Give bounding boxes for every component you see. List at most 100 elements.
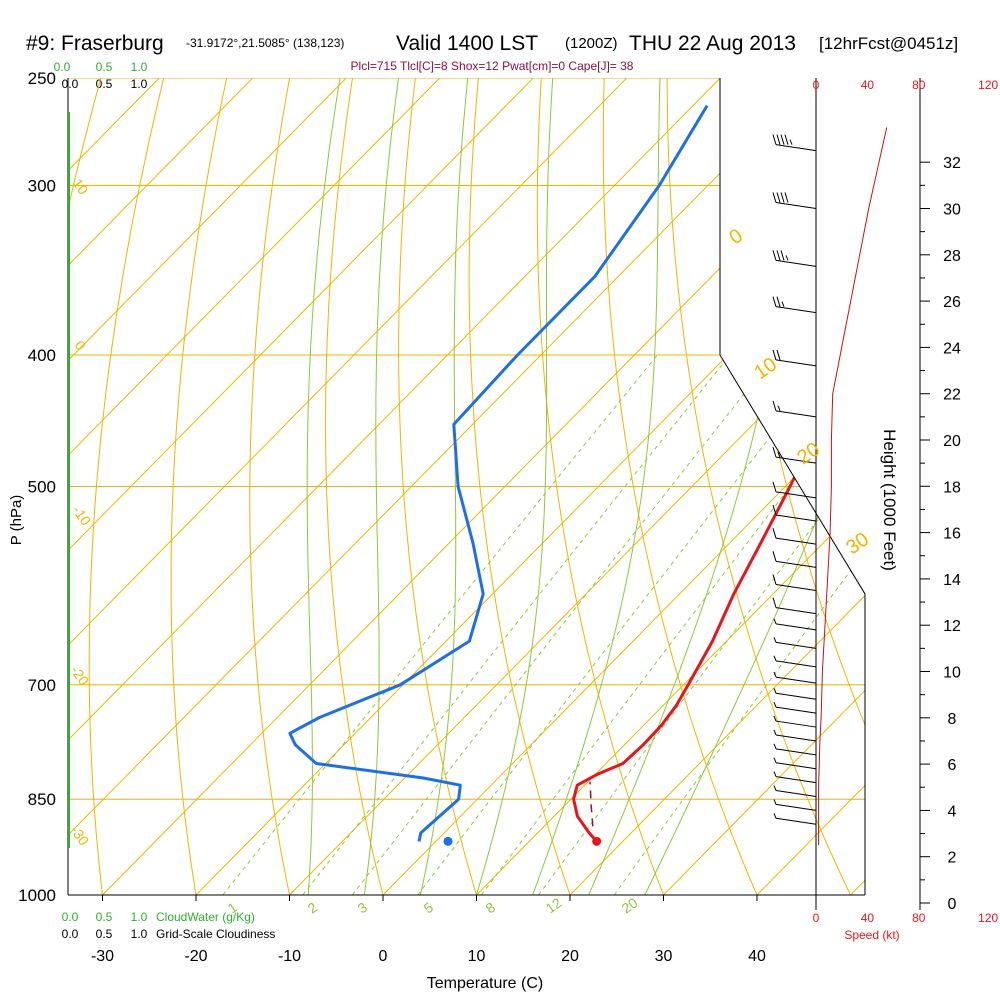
wind-barb bbox=[773, 799, 817, 811]
wind-barb bbox=[772, 349, 817, 367]
wind-barb-full bbox=[776, 296, 781, 307]
cloud-scale-top-green-0: 0.0 bbox=[54, 60, 71, 74]
wind-barb-staff bbox=[775, 491, 817, 499]
pressure-tick-label: 500 bbox=[28, 478, 56, 497]
moist-adiabat-line bbox=[363, 78, 399, 895]
wind-barb-staff bbox=[775, 607, 817, 615]
wind-barb-half bbox=[773, 757, 777, 763]
dry-adiabat-line bbox=[602, 78, 771, 895]
valid-time: Valid 1400 LST bbox=[396, 32, 538, 55]
dry-adiabat-line bbox=[170, 78, 233, 895]
wind-barb-full bbox=[784, 192, 789, 203]
height-tick-label: 10 bbox=[943, 665, 961, 682]
height-tick-label: 4 bbox=[948, 803, 957, 820]
wind-barb-full bbox=[776, 192, 781, 203]
height-axis-title: Height (1000 Feet) bbox=[880, 429, 899, 571]
height-tick-label: 14 bbox=[943, 572, 961, 589]
wind-barb-staff bbox=[775, 692, 817, 700]
wind-barb bbox=[773, 813, 817, 825]
pressure-tick-label: 300 bbox=[28, 176, 56, 195]
frame-right bbox=[719, 78, 866, 895]
height-tick-label: 30 bbox=[943, 202, 961, 219]
wind-barb-half bbox=[773, 813, 777, 819]
dry-adiabat-label: 0 bbox=[725, 225, 747, 249]
isotherm-label: -10 bbox=[70, 503, 95, 529]
pressure-tick-label: 400 bbox=[28, 346, 56, 365]
wind-barb bbox=[772, 447, 817, 464]
pressure-tick-label: 850 bbox=[28, 790, 56, 809]
wind-barb-half bbox=[773, 799, 777, 805]
cloudwater-label: CloudWater (g/Kg) bbox=[156, 910, 255, 924]
wind-barb-full bbox=[772, 296, 777, 307]
wind-barb bbox=[773, 688, 817, 700]
mixing-ratio-label: 8 bbox=[483, 899, 499, 917]
isotherm-line bbox=[68, 78, 721, 895]
cloud-scale-top-green-1: 0.5 bbox=[96, 60, 113, 74]
wind-barb bbox=[773, 701, 817, 714]
height-tick-label: 20 bbox=[943, 433, 961, 450]
wind-barb-full bbox=[772, 528, 777, 539]
pressure-tick-label: 700 bbox=[28, 676, 56, 695]
isotherm-line bbox=[382, 78, 865, 895]
speed-tick-bottom-label: 0 bbox=[813, 911, 820, 925]
temperature-tick-label: 0 bbox=[379, 948, 388, 965]
x-axis-title: Temperature (C) bbox=[427, 975, 543, 992]
wind-barb-full bbox=[772, 400, 777, 411]
mixing-ratio-line bbox=[302, 354, 731, 895]
isotherm-line bbox=[68, 78, 347, 895]
wind-barb-half bbox=[773, 671, 777, 678]
wind-barb-staff bbox=[775, 306, 817, 314]
cloud-scale-top-green-2: 1.0 bbox=[131, 60, 148, 74]
cloudiness-label: Grid-Scale Cloudiness bbox=[156, 927, 275, 941]
isotherm-line bbox=[289, 78, 865, 895]
speed-axis-title: Speed (kt) bbox=[844, 928, 899, 942]
pressure-tick-label: 1000 bbox=[18, 886, 56, 905]
temperature-tick-label: 10 bbox=[468, 948, 486, 965]
parcel-params: Plcl=715 Tlcl[C]=8 Shox=12 Pwat[cm]=0 Ca… bbox=[351, 59, 634, 73]
temperature-tick-label: 40 bbox=[748, 948, 766, 965]
wind-barb-half bbox=[773, 785, 777, 791]
dewpoint-line bbox=[288, 104, 709, 842]
wind-barb-staff bbox=[775, 202, 817, 209]
height-tick-label: 2 bbox=[948, 850, 957, 867]
speed-tick-bottom-label: 40 bbox=[861, 911, 875, 925]
wind-barb bbox=[773, 785, 817, 798]
isotherm-line bbox=[68, 78, 628, 895]
cloud-scale-bottom-green-1: 0.5 bbox=[96, 910, 113, 924]
height-tick-label: 26 bbox=[943, 294, 961, 311]
dry-adiabat-line bbox=[398, 78, 486, 895]
wind-barb-half bbox=[773, 637, 777, 643]
wind-barb bbox=[772, 400, 817, 418]
cloud-scale-bottom-black-2: 1.0 bbox=[131, 927, 148, 941]
wind-barb bbox=[772, 551, 817, 568]
mixing-ratio-label: 5 bbox=[421, 899, 437, 917]
wind-barb-staff bbox=[775, 776, 817, 784]
isotherm-line bbox=[68, 78, 441, 895]
wind-barb-full bbox=[780, 192, 785, 203]
dry-adiabat-line bbox=[666, 78, 865, 895]
wind-barb-staff bbox=[775, 734, 817, 742]
wind-barb bbox=[772, 250, 817, 267]
wind-barb-half bbox=[773, 618, 777, 625]
wind-barb-full bbox=[780, 250, 785, 261]
wind-barb bbox=[772, 192, 817, 209]
parcel-line bbox=[589, 781, 594, 827]
height-tick-label: 8 bbox=[948, 711, 957, 728]
wind-barb-staff bbox=[775, 583, 817, 591]
wind-barb-half bbox=[781, 301, 785, 307]
mixing-ratio-line bbox=[480, 354, 865, 895]
moist-adiabat-line bbox=[419, 78, 469, 895]
cloud-scale-bottom-black-1: 0.5 bbox=[96, 927, 113, 941]
wind-barb-staff bbox=[775, 259, 817, 267]
temperature-tick-label: -20 bbox=[184, 948, 207, 965]
wind-barb bbox=[772, 134, 817, 152]
wind-barb bbox=[773, 757, 817, 770]
wind-barb-staff bbox=[775, 537, 817, 545]
isotherm-label: -30 bbox=[68, 823, 93, 849]
wind-barb bbox=[772, 574, 817, 591]
dry-adiabat-line bbox=[249, 78, 297, 895]
wind-barb-half bbox=[773, 655, 777, 662]
